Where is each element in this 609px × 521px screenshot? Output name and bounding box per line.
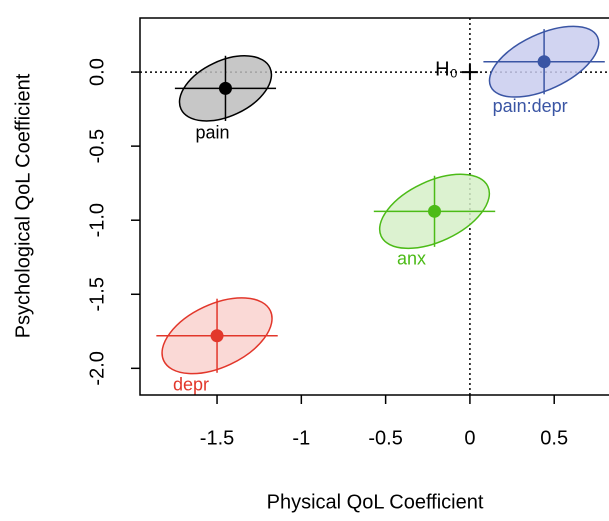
plot-frame <box>139 17 609 396</box>
y-tick-label: 0.0 <box>86 58 108 86</box>
point <box>210 329 224 343</box>
point <box>218 81 232 95</box>
y-tick-label: -1.0 <box>86 203 108 237</box>
x-axis-label: Physical QoL Coefficient <box>267 491 484 513</box>
x-tick-label: 0 <box>464 427 475 449</box>
x-tick-label: 0.5 <box>540 427 568 449</box>
point-label: anx <box>397 249 426 269</box>
point-label: pain <box>195 123 229 143</box>
x-tick-label: -0.5 <box>368 427 402 449</box>
point <box>537 55 551 69</box>
x-tick-label: -1.5 <box>200 427 234 449</box>
reference-label: H₀ <box>435 58 458 80</box>
y-tick-label: -0.5 <box>86 129 108 163</box>
x-tick-label: -1 <box>292 427 310 449</box>
point-label: depr <box>173 375 209 395</box>
y-tick-label: -2.0 <box>86 351 108 385</box>
y-tick-label: -1.5 <box>86 277 108 311</box>
point <box>428 204 442 218</box>
y-axis-label: Psychological QoL Coefficient <box>12 73 34 338</box>
point-label: pain:depr <box>493 96 568 116</box>
